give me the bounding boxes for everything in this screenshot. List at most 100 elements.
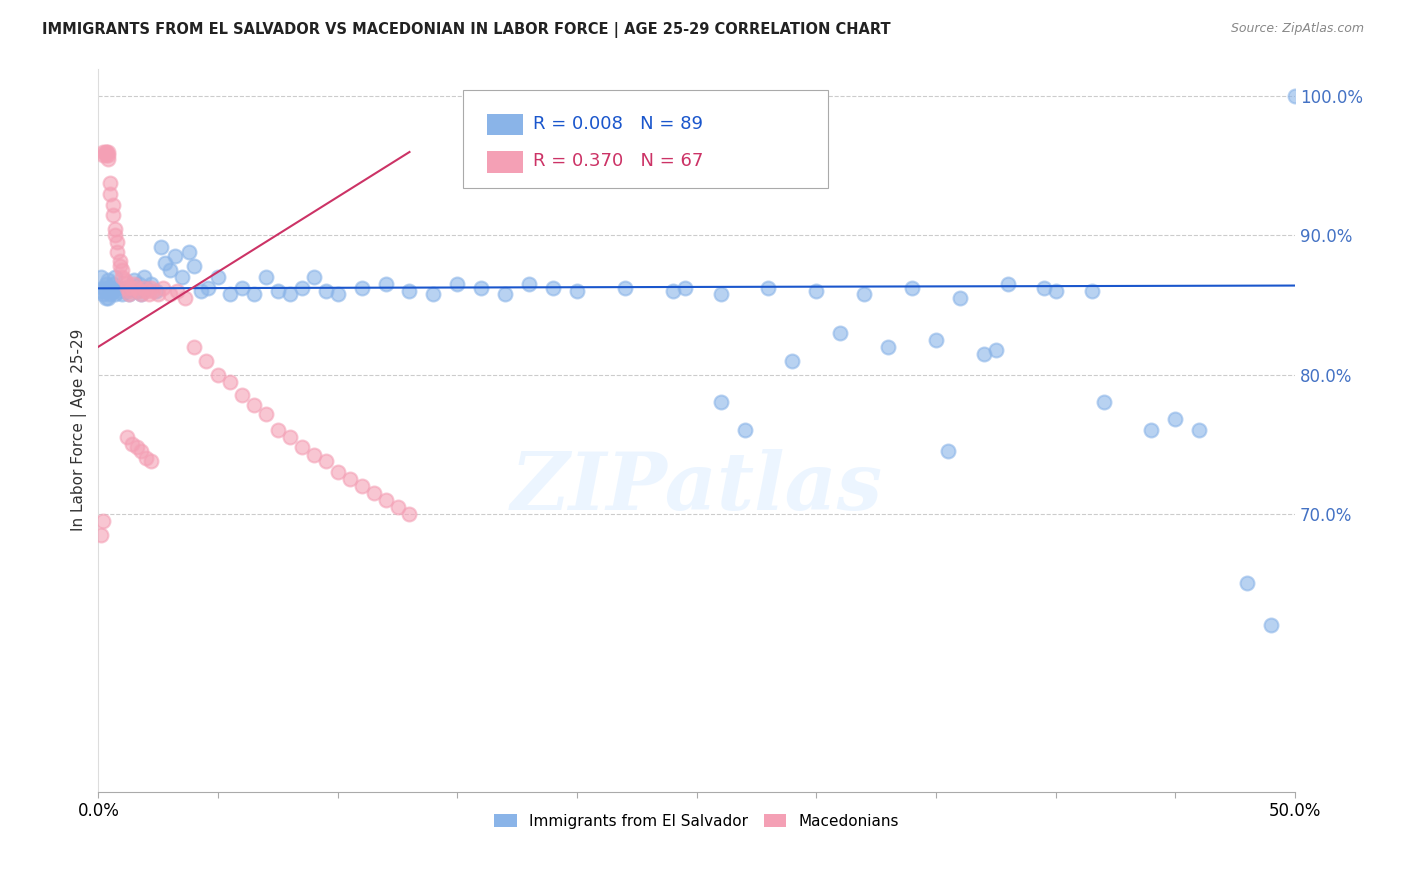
Point — [98, 281, 121, 295]
Point — [107, 235, 129, 250]
Point — [91, 281, 114, 295]
Point — [121, 281, 143, 295]
Point — [94, 277, 117, 292]
Point — [91, 145, 114, 159]
Point — [125, 281, 148, 295]
Point — [207, 368, 229, 382]
Point — [108, 259, 131, 273]
Point — [422, 286, 444, 301]
Point — [115, 284, 138, 298]
Point — [1164, 412, 1187, 426]
Point — [183, 340, 205, 354]
Point — [104, 221, 127, 235]
Point — [494, 286, 516, 301]
Point — [108, 284, 131, 298]
Legend: Immigrants from El Salvador, Macedonians: Immigrants from El Salvador, Macedonians — [488, 807, 905, 835]
Point — [91, 148, 114, 162]
Point — [101, 277, 124, 292]
Point — [135, 451, 157, 466]
Point — [91, 514, 114, 528]
Point — [107, 245, 129, 260]
Point — [118, 284, 141, 298]
Point — [267, 284, 290, 298]
Point — [278, 430, 301, 444]
Point — [243, 398, 266, 412]
Text: R = 0.370   N = 67: R = 0.370 N = 67 — [533, 153, 703, 170]
Point — [254, 270, 277, 285]
Point — [517, 277, 540, 292]
Point — [94, 284, 117, 298]
Point — [139, 277, 162, 292]
Point — [101, 284, 124, 298]
FancyBboxPatch shape — [464, 90, 828, 188]
Point — [302, 448, 325, 462]
Point — [142, 284, 165, 298]
Point — [973, 347, 995, 361]
Point — [90, 270, 112, 285]
Point — [710, 395, 733, 409]
Point — [90, 527, 112, 541]
Point — [231, 281, 253, 295]
Point — [936, 444, 959, 458]
Point — [1045, 284, 1067, 298]
Point — [166, 284, 188, 298]
Point — [125, 284, 148, 298]
Point — [1140, 423, 1163, 437]
Point — [179, 245, 201, 260]
Text: Source: ZipAtlas.com: Source: ZipAtlas.com — [1230, 22, 1364, 36]
Point — [135, 281, 157, 295]
Y-axis label: In Labor Force | Age 25-29: In Labor Force | Age 25-29 — [72, 329, 87, 532]
Point — [782, 353, 804, 368]
FancyBboxPatch shape — [488, 151, 523, 173]
Point — [121, 281, 143, 295]
Point — [159, 286, 181, 301]
Point — [710, 286, 733, 301]
Point — [139, 454, 162, 468]
Point — [1284, 89, 1306, 103]
Point — [149, 239, 172, 253]
Point — [111, 270, 134, 285]
Point — [291, 440, 314, 454]
Point — [219, 286, 242, 301]
Point — [97, 145, 120, 159]
Point — [172, 270, 194, 285]
Point — [901, 281, 924, 295]
Point — [315, 454, 337, 468]
Point — [363, 486, 385, 500]
Point — [122, 273, 145, 287]
Point — [101, 208, 124, 222]
Point — [1032, 281, 1054, 295]
Point — [302, 270, 325, 285]
Point — [131, 444, 153, 458]
Point — [94, 148, 117, 162]
Point — [94, 145, 117, 159]
Point — [128, 277, 150, 292]
Point — [1188, 423, 1211, 437]
Point — [1236, 576, 1258, 591]
Point — [267, 423, 290, 437]
Point — [107, 281, 129, 295]
Point — [94, 291, 117, 305]
FancyBboxPatch shape — [488, 114, 523, 136]
Point — [97, 152, 120, 166]
Point — [121, 437, 143, 451]
Point — [1260, 618, 1282, 632]
Point — [90, 284, 112, 298]
Point — [673, 281, 696, 295]
Point — [111, 263, 134, 277]
Point — [155, 256, 177, 270]
Point — [173, 291, 195, 305]
Point — [97, 291, 120, 305]
Point — [139, 281, 162, 295]
Point — [115, 430, 138, 444]
Point — [925, 333, 948, 347]
Point — [734, 423, 756, 437]
Point — [374, 277, 396, 292]
Point — [131, 286, 153, 301]
Point — [997, 277, 1019, 292]
Point — [122, 277, 145, 292]
Point — [470, 281, 492, 295]
Point — [565, 284, 588, 298]
Point — [98, 176, 121, 190]
Point — [104, 228, 127, 243]
